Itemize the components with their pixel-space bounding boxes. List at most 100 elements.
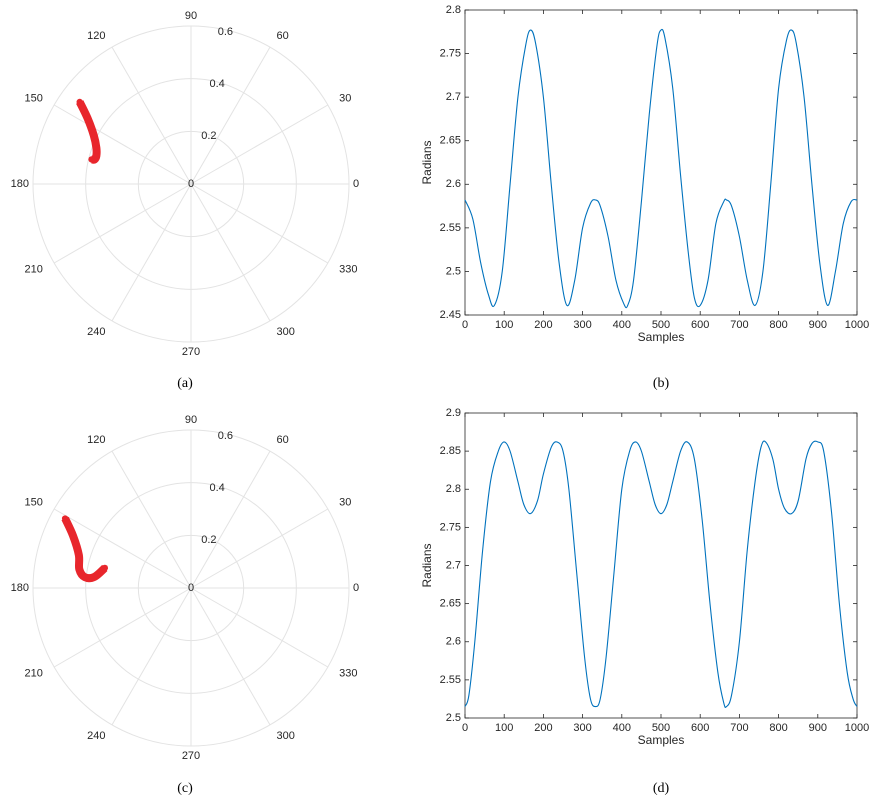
angle-tick-label-240: 240 — [87, 326, 105, 338]
angle-tick-label-210: 210 — [25, 263, 43, 275]
polar-data-point — [84, 114, 91, 122]
polar-data-point — [76, 98, 83, 106]
x-tick-label: 0 — [462, 722, 468, 734]
plot-area-box — [464, 9, 858, 316]
angle-tick-label-150: 150 — [25, 92, 43, 104]
x-axis-label: Samples — [638, 330, 685, 344]
panel-d-line-chart: 0 100 200 300 400 500 600 700 800 900 1000 2.5 2.55 2… — [420, 407, 869, 796]
radial-tick-label-0.4: 0.4 — [209, 482, 224, 494]
angular-gridline-60 — [190, 450, 271, 589]
angular-gridline-150 — [53, 508, 192, 589]
x-tick-label: 500 — [652, 722, 670, 734]
angular-gridline-300 — [190, 587, 271, 726]
x-tick-label: 700 — [730, 722, 748, 734]
angle-tick-label-330: 330 — [339, 263, 357, 275]
x-tick-label: 600 — [691, 722, 709, 734]
angular-gridline-120 — [111, 450, 192, 589]
polar-data-point — [81, 574, 89, 581]
plot-area-box — [464, 412, 858, 719]
angular-gridline-210 — [53, 587, 192, 668]
polar-data-point — [90, 132, 97, 139]
angle-tick-label-30: 30 — [339, 496, 351, 508]
angle-tick-label-270: 270 — [182, 750, 200, 762]
y-axis-label: Radians — [420, 140, 434, 184]
polar-data-trace — [61, 516, 108, 583]
panel-a-polar-chart: 0 30 60 90 120 150 180 210 240 270 300 330 0 0.2 0.4 0.… — [11, 10, 359, 391]
polar-data-point — [91, 573, 98, 581]
y-axis-label: Radians — [420, 543, 434, 587]
x-tick-label: 900 — [809, 319, 827, 331]
y-tick-label: 2.7 — [446, 559, 461, 571]
angular-gridline-210 — [53, 183, 192, 264]
radial-tick-label-0.2: 0.2 — [201, 534, 216, 546]
y-tick-label: 2.85 — [440, 445, 461, 457]
x-tick-label: 800 — [769, 722, 787, 734]
y-tick-label: 2.6 — [446, 178, 461, 190]
radial-tick-label-0.4: 0.4 — [209, 78, 224, 90]
angle-tick-label-180: 180 — [11, 178, 29, 190]
x-tick-label: 800 — [769, 319, 787, 331]
angular-gridline-240 — [111, 183, 192, 322]
angle-tick-label-150: 150 — [25, 496, 43, 508]
radial-tick-label-0.6: 0.6 — [218, 430, 233, 442]
y-tick-label: 2.45 — [440, 309, 461, 321]
x-tick-label: 900 — [809, 722, 827, 734]
x-tick-label: 200 — [534, 722, 552, 734]
polar-data-point — [88, 156, 95, 163]
y-tick-label: 2.65 — [440, 135, 461, 147]
y-tick-label: 2.75 — [440, 47, 461, 59]
angular-gridline-330 — [190, 183, 329, 264]
caption-d: (d) — [653, 781, 670, 796]
y-tick-label: 2.8 — [446, 483, 461, 495]
angle-tick-label-330: 330 — [339, 667, 357, 679]
x-axis-label: Samples — [638, 733, 685, 747]
angular-gridline-120 — [111, 46, 192, 185]
x-tick-label: 600 — [691, 319, 709, 331]
angular-gridline-330 — [190, 587, 329, 668]
x-tick-label: 1000 — [845, 722, 869, 734]
angle-tick-label-90: 90 — [185, 10, 197, 22]
angle-tick-label-0: 0 — [353, 582, 359, 594]
angular-gridline-30 — [190, 104, 329, 185]
polar-data-point — [61, 515, 69, 522]
angle-tick-label-300: 300 — [277, 730, 295, 742]
x-tick-label: 300 — [573, 319, 591, 331]
angular-gridline-300 — [190, 183, 271, 322]
y-tick-label: 2.5 — [446, 712, 461, 724]
angle-tick-label-270: 270 — [182, 346, 200, 358]
polar-data-trace — [76, 100, 101, 164]
series-line — [464, 440, 858, 708]
angle-tick-label-120: 120 — [87, 434, 105, 446]
y-tick-label: 2.55 — [440, 222, 461, 234]
caption-b: (b) — [653, 376, 670, 391]
x-tick-label: 1000 — [845, 319, 869, 331]
angle-tick-label-90: 90 — [185, 414, 197, 426]
y-tick-label: 2.65 — [440, 598, 461, 610]
radial-tick-label-0.6: 0.6 — [218, 26, 233, 38]
x-tick-label: 400 — [613, 319, 631, 331]
polar-data-point — [75, 551, 83, 559]
y-tick-label: 2.5 — [446, 265, 461, 277]
y-tick-label: 2.55 — [440, 674, 461, 686]
angular-gridline-30 — [190, 508, 329, 589]
y-tick-label: 2.9 — [446, 407, 461, 419]
polar-data-point — [101, 564, 109, 572]
polar-data-point — [69, 532, 77, 539]
angular-gridline-60 — [190, 46, 271, 185]
angle-tick-label-60: 60 — [277, 434, 289, 446]
x-tick-label: 700 — [730, 319, 748, 331]
x-tick-label: 500 — [652, 319, 670, 331]
y-tick-label: 2.8 — [446, 4, 461, 16]
radial-tick-label-0.2: 0.2 — [201, 130, 216, 142]
caption-c: (c) — [177, 781, 193, 796]
x-tick-label: 400 — [613, 722, 631, 734]
polar-data-point — [93, 144, 100, 151]
y-tick-label: 2.75 — [440, 521, 461, 533]
y-tick-label: 2.7 — [446, 91, 461, 103]
angle-tick-label-60: 60 — [277, 30, 289, 42]
series-line — [464, 28, 858, 309]
y-tick-label: 2.6 — [446, 636, 461, 648]
angle-tick-label-240: 240 — [87, 730, 105, 742]
angle-tick-label-210: 210 — [25, 667, 43, 679]
